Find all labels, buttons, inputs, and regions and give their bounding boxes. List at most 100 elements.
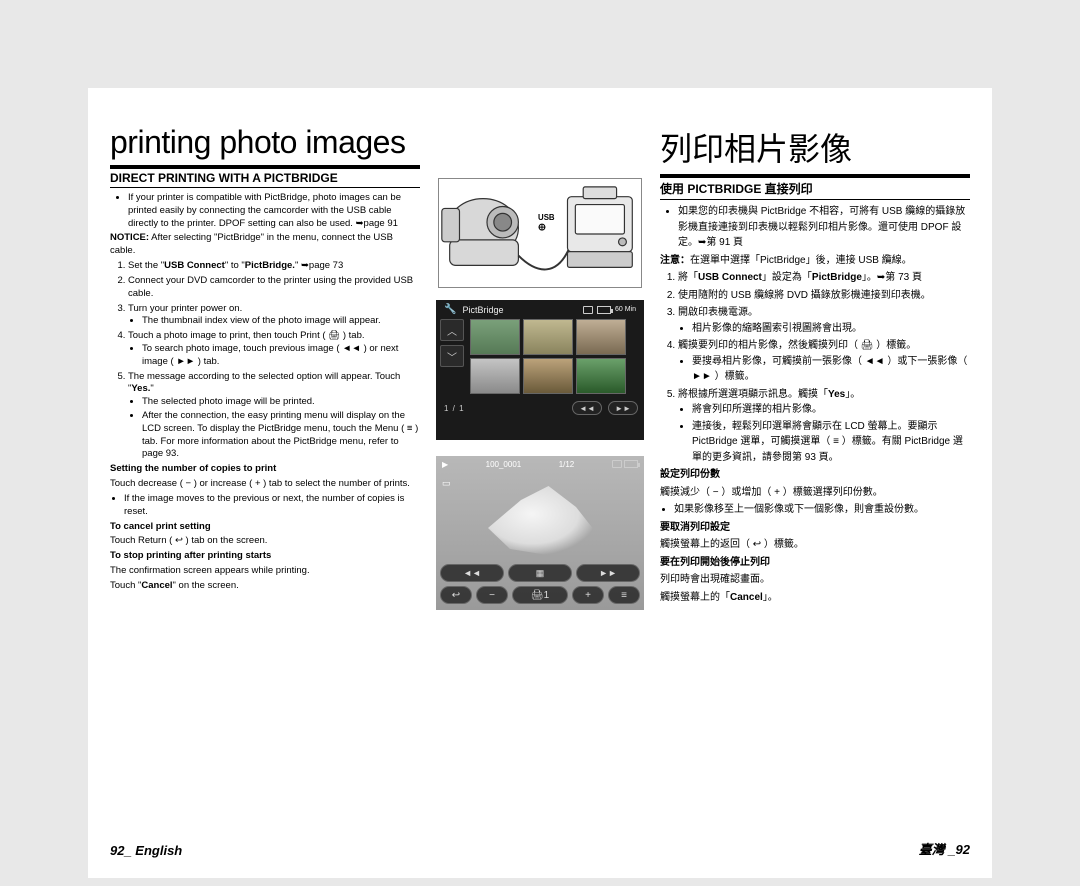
step-5-sub1: The selected photo image will be printed…	[142, 396, 420, 409]
column-figures: USB 🔧 PictBridge	[428, 124, 652, 878]
title-chinese: 列印相片影像	[660, 124, 970, 170]
content-chinese: 如果您的印表機與 PictBridge 不相容，可將有 USB 纜線的攝錄放影機…	[660, 204, 970, 605]
screen-header: 🔧 PictBridge 60 Min	[436, 300, 644, 319]
footer-left: 92_ English	[110, 843, 182, 858]
osd-top: ▶ 100_0001 1/12	[442, 460, 638, 470]
slideshow-icon: ▦	[508, 564, 572, 582]
screen-title: PictBridge	[462, 305, 503, 315]
notice-label: 注意：	[660, 255, 690, 266]
setcopies-sub: 如果影像移至上一個影像或下一個影像，則會重設份數。	[674, 502, 970, 518]
step-4: Touch a photo image to print, then touch…	[128, 330, 420, 368]
intro-bullet: 如果您的印表機與 PictBridge 不相容，可將有 USB 纜線的攝錄放影機…	[678, 204, 970, 251]
thumb-1	[470, 319, 520, 355]
thumb-2	[523, 319, 573, 355]
thumb-5	[523, 358, 573, 394]
copies-display: 🖨 1	[512, 586, 568, 604]
stop-text-1: 列印時會出現確認畫面。	[660, 572, 970, 588]
page-up-icon: ︿	[440, 319, 464, 341]
footer-right: 臺灣 _92	[919, 839, 970, 858]
stop-text-2: Touch "Cancel" on the screen.	[110, 580, 420, 593]
stop-text-2: 觸摸螢幕上的「Cancel」。	[660, 590, 970, 606]
cancel-text: Touch Return ( ↩ ) tab on the screen.	[110, 535, 420, 548]
step-1: Set the "USB Connect" to "PictBridge." ➥…	[128, 260, 420, 273]
columns: printing photo images DIRECT PRINTING WI…	[88, 124, 992, 878]
notice: 注意：在選單中選擇「PictBridge」後，連接 USB 纜線。	[660, 253, 970, 269]
manual-page: printing photo images DIRECT PRINTING WI…	[88, 88, 992, 878]
prev-page-icon: ◄◄	[572, 401, 602, 415]
cancel-heading: To cancel print setting	[110, 521, 420, 534]
osd-row-nav: ◄◄ ▦ ►►	[440, 564, 640, 582]
step-3: Turn your printer power on. The thumbnai…	[128, 303, 420, 329]
stop-heading: 要在列印開始後停止列印	[660, 555, 970, 571]
page-indicator: 1 / 1	[444, 404, 465, 413]
step-5-sub1: 將會列印所選擇的相片影像。	[692, 402, 970, 418]
return-icon: ↩	[440, 586, 472, 604]
content-english: If your printer is compatible with PictB…	[110, 192, 420, 593]
battery-icon	[624, 460, 638, 468]
setcopies-heading: 設定列印份數	[660, 467, 970, 483]
screen-status: 60 Min	[583, 306, 636, 314]
notice: NOTICE: After selecting "PictBridge" in …	[110, 232, 420, 258]
plus-icon: +	[572, 586, 604, 604]
osd-file: 100_0001	[486, 460, 522, 470]
step-3-sub: The thumbnail index view of the photo im…	[142, 315, 420, 328]
step-5: The message according to the selected op…	[128, 371, 420, 462]
figure-print-screen: ▶ 100_0001 1/12 ▭ ◄◄ ▦ ►► ↩ − 🖨 1 + ≡	[436, 456, 644, 610]
card-icon	[612, 460, 622, 468]
setcopies-sub: If the image moves to the previous or ne…	[124, 493, 420, 519]
menu-icon: ≡	[608, 586, 640, 604]
notice-text: 在選單中選擇「PictBridge」後，連接 USB 纜線。	[690, 255, 912, 266]
page-down-icon: ﹀	[440, 345, 464, 367]
setcopies-text: Touch decrease ( − ) or increase ( + ) t…	[110, 478, 420, 491]
next-image-icon: ►►	[576, 564, 640, 582]
card-icon	[583, 306, 593, 314]
step-4-sub: 要搜尋相片影像，可觸摸前一張影像（ ◄◄ ）或下一張影像（ ►► ）標籤。	[692, 354, 970, 385]
svg-text:USB: USB	[538, 213, 555, 222]
step-4: 觸摸要列印的相片影像，然後觸摸列印（ 🖨 ）標籤。 要搜尋相片影像，可觸摸前一張…	[678, 338, 970, 385]
figure-camcorder-printer: USB	[438, 178, 642, 288]
page-bar: 1 / 1 ◄◄ ►►	[436, 398, 644, 418]
osd-row-actions: ↩ − 🖨 1 + ≡	[440, 586, 640, 604]
column-english: printing photo images DIRECT PRINTING WI…	[88, 124, 428, 878]
figure-pictbridge-screen: 🔧 PictBridge 60 Min ︿ ﹀	[436, 300, 644, 440]
osd-mode-icon: ▶	[442, 460, 448, 470]
osd-mem-icon: ▭	[442, 478, 451, 489]
rule	[660, 174, 970, 178]
minus-icon: −	[476, 586, 508, 604]
step-5: 將根據所選選項顯示訊息。觸摸「Yes」。 將會列印所選擇的相片影像。 連接後，輕…	[678, 387, 970, 466]
setcopies-text: 觸摸減少（ − ）或增加（ + ）標籤選擇列印份數。	[660, 485, 970, 501]
intro-bullet: If your printer is compatible with PictB…	[128, 192, 420, 230]
thumb-4	[470, 358, 520, 394]
next-page-icon: ►►	[608, 401, 638, 415]
step-3: 開啟印表機電源。 相片影像的縮略圖索引視圖將會出現。	[678, 305, 970, 336]
notice-text: After selecting "PictBridge" in the menu…	[110, 232, 393, 256]
battery-icon	[597, 306, 611, 314]
step-1: 將「USB Connect」設定為「PictBridge」。➥第 73 頁	[678, 270, 970, 286]
step-5-sub2: 連接後，輕鬆列印選單將會顯示在 LCD 螢幕上。要顯示 PictBridge 選…	[692, 419, 970, 466]
step-5-sub2: After the connection, the easy printing …	[142, 410, 420, 461]
step-2: Connect your DVD camcorder to the printe…	[128, 275, 420, 301]
prev-image-icon: ◄◄	[440, 564, 504, 582]
rule	[110, 165, 420, 169]
thumb-3	[576, 319, 626, 355]
notice-label: NOTICE:	[110, 232, 149, 243]
column-chinese: 列印相片影像 使用 PICTBRIDGE 直接列印 如果您的印表機與 PictB…	[652, 124, 992, 878]
cancel-text: 觸摸螢幕上的返回（ ↩ ）標籤。	[660, 537, 970, 553]
heading-english: DIRECT PRINTING WITH A PICTBRIDGE	[110, 171, 420, 188]
thumbnail-grid: ︿ ﹀	[436, 319, 644, 398]
wrench-icon: 🔧	[444, 304, 456, 315]
title-english: printing photo images	[110, 124, 420, 161]
stop-heading: To stop printing after printing starts	[110, 550, 420, 563]
step-3-sub: 相片影像的縮略圖索引視圖將會出現。	[692, 321, 970, 337]
cancel-heading: 要取消列印設定	[660, 520, 970, 536]
screen-time: 60 Min	[615, 306, 636, 313]
diagram-svg: USB	[439, 179, 641, 287]
thumb-6	[576, 358, 626, 394]
step-4-sub: To search photo image, touch previous im…	[142, 343, 420, 369]
stop-text-1: The confirmation screen appears while pr…	[110, 565, 420, 578]
setcopies-heading: Setting the number of copies to print	[110, 463, 420, 476]
osd-count: 1/12	[559, 460, 575, 470]
heading-chinese: 使用 PICTBRIDGE 直接列印	[660, 180, 970, 200]
step-2: 使用隨附的 USB 纜線將 DVD 攝錄放影機連接到印表機。	[678, 288, 970, 304]
side-arrows: ︿ ﹀	[440, 319, 464, 367]
